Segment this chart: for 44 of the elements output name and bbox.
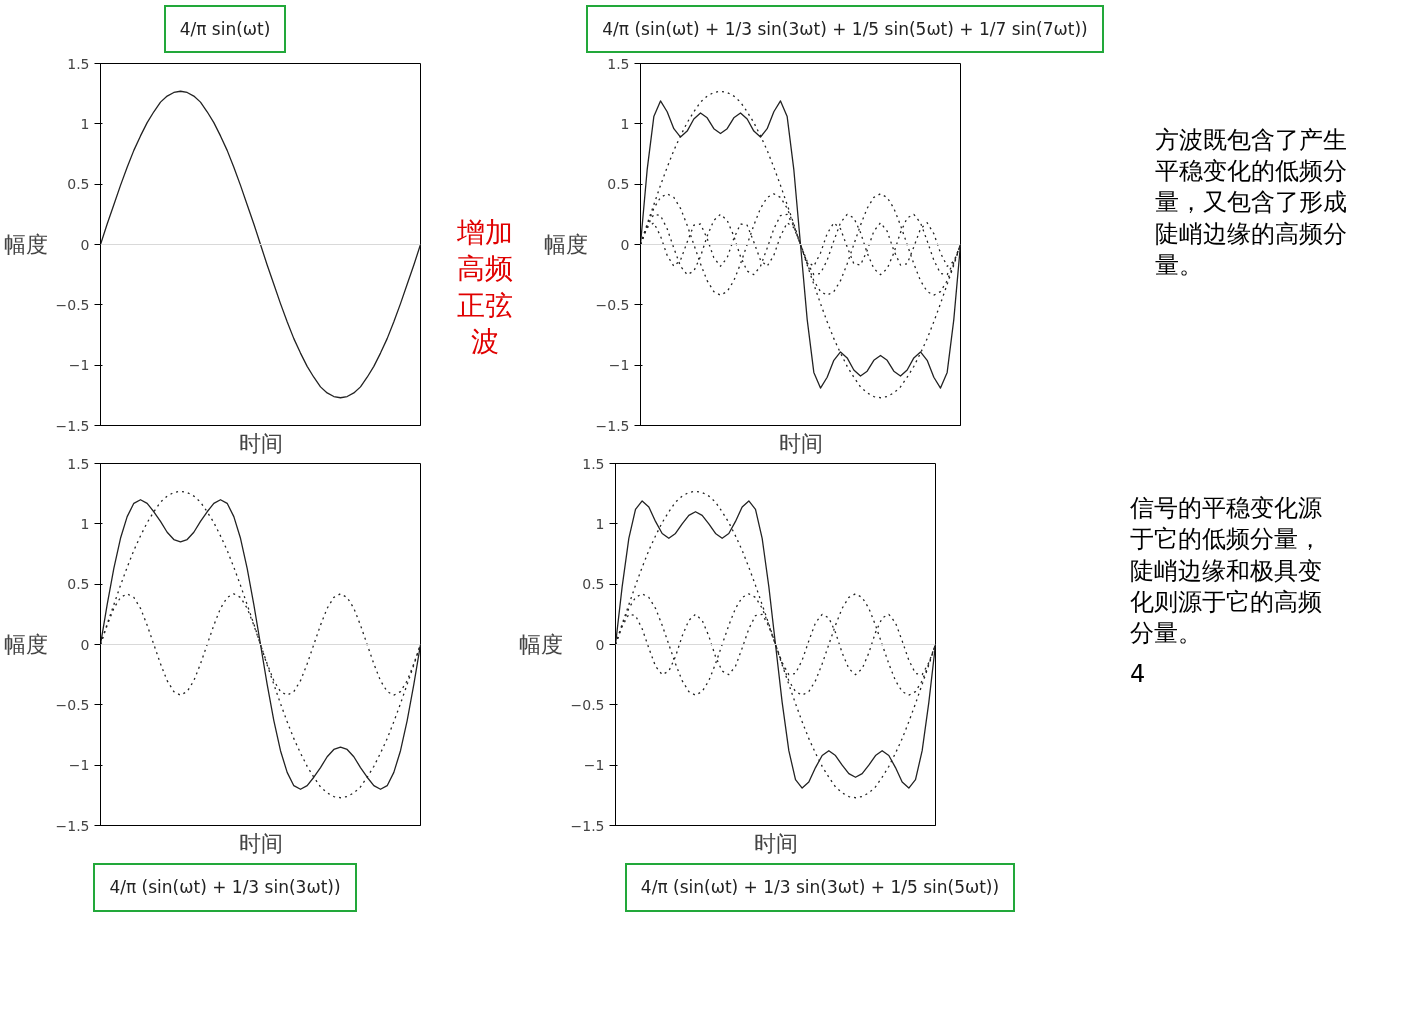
y-tick-label: 0.5 (67, 176, 90, 193)
y-axis-title: 幅度 (3, 632, 48, 658)
text: 增加高频正弦波 (456, 215, 514, 361)
y-tick-label: −1 (583, 757, 605, 774)
y-tick-label: −0.5 (55, 297, 90, 314)
x-axis-title: 时间 (778, 430, 823, 456)
text: 4 (1130, 659, 1146, 691)
y-tick-label: 0 (80, 236, 90, 253)
y-tick-label: −1.5 (595, 417, 630, 434)
text: 4/π (sin(ωt) + 1/3 sin(3ωt)) (93, 863, 357, 912)
x-axis-title: 时间 (238, 430, 283, 456)
y-tick-label: −1.5 (570, 817, 605, 834)
y-tick-label: 1 (80, 116, 90, 133)
y-tick-label: −0.5 (570, 697, 605, 714)
chart-title: 4/π sin(ωt) (163, 5, 287, 54)
y-axis-title: 幅度 (518, 632, 563, 658)
y-tick-label: 0.5 (607, 176, 630, 193)
y-tick-label: −0.5 (595, 297, 630, 314)
y-tick-label: 0 (620, 236, 630, 253)
x-axis-title: 时间 (753, 830, 798, 856)
y-tick-label: 1.5 (67, 455, 90, 472)
y-tick-label: −1.5 (55, 417, 90, 434)
text: 方波既包含了产生平稳变化的低频分量，又包含了形成陡峭边缘的高频分量。 (1155, 125, 1348, 281)
y-tick-label: 1 (620, 116, 630, 133)
y-tick-label: 1 (595, 516, 605, 533)
y-tick-label: 0 (80, 636, 90, 653)
y-tick-label: −1 (68, 757, 90, 774)
y-tick-label: 0 (595, 636, 605, 653)
y-tick-label: −1.5 (55, 817, 90, 834)
y-axis-title: 幅度 (543, 232, 588, 258)
y-tick-label: 0.5 (582, 576, 605, 593)
y-tick-label: 1 (80, 516, 90, 533)
y-axis-title: 幅度 (3, 232, 48, 258)
y-tick-label: 1.5 (67, 55, 90, 72)
y-tick-label: −1 (608, 357, 630, 374)
y-tick-label: 1.5 (582, 455, 605, 472)
y-tick-label: 0.5 (67, 576, 90, 593)
y-tick-label: −0.5 (55, 697, 90, 714)
text: 信号的平稳变化源于它的低频分量，陡峭边缘和极具变化则源于它的高频分量。 (1130, 493, 1323, 650)
y-tick-label: −1 (68, 357, 90, 374)
text: 4/π (sin(ωt) + 1/3 sin(3ωt) + 1/5 sin(5ωt)) (624, 863, 1016, 912)
y-tick-label: 1.5 (607, 55, 630, 72)
x-axis-title: 时间 (238, 830, 283, 856)
chart-title: 4/π (sin(ωt) + 1/3 sin(3ωt) + 1/5 sin(5ωt) + 1/7 sin(7ωt)) (586, 5, 1104, 54)
